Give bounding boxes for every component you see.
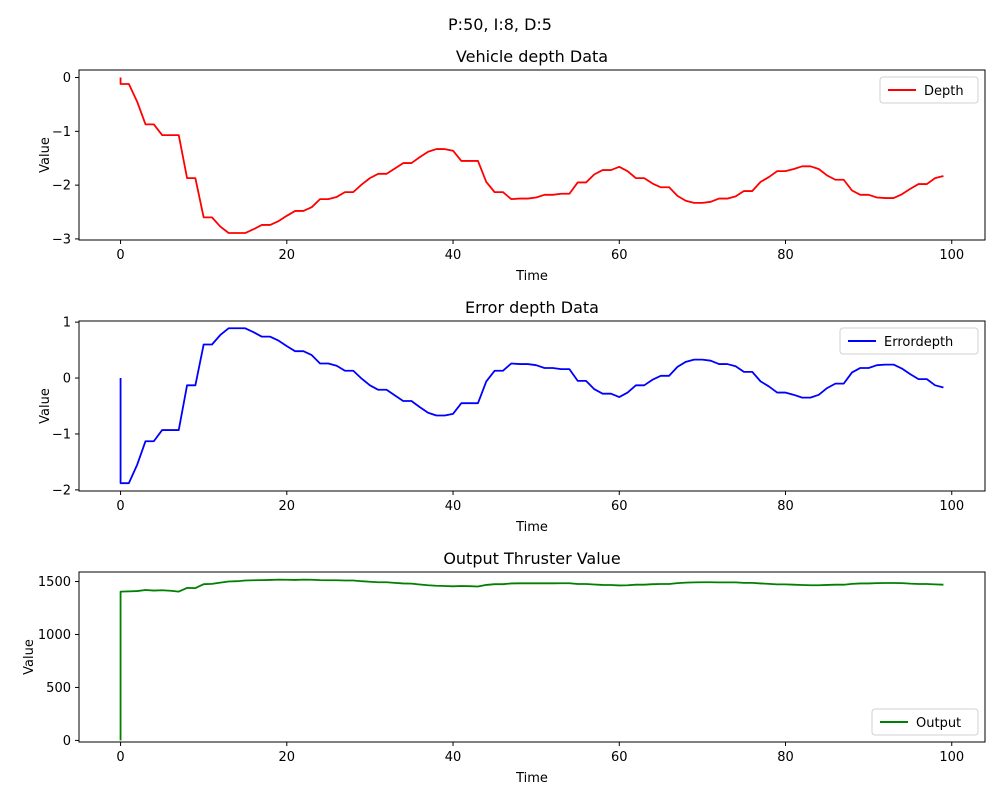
y-axis-label: Value	[38, 137, 53, 173]
chart-1: Vehicle depth Data 0 20 40 60 80 100 0 −1 −2 −3 Tim…	[38, 47, 986, 284]
x-tick-label: 40	[445, 750, 462, 765]
y-axis-label: Value	[38, 388, 53, 424]
x-axis-label: Time	[515, 520, 548, 535]
x-tick-label: 0	[116, 248, 124, 263]
y-tick-label: 1500	[38, 575, 71, 590]
x-tick-label: 60	[611, 750, 628, 765]
legend-label: Depth	[924, 84, 964, 99]
chart-title: Error depth Data	[465, 298, 599, 317]
y-tick-label: 0	[63, 71, 71, 86]
legend-box	[879, 76, 979, 104]
y-tick-label: 0	[63, 734, 71, 749]
legend: Errordepth	[839, 327, 979, 355]
x-tick-label: 80	[777, 499, 794, 514]
plot-frame	[78, 69, 986, 241]
x-tick-label: 100	[939, 248, 964, 263]
series-line-errordepth	[119, 327, 944, 485]
y-tick-label: 0	[63, 372, 71, 387]
x-tick-label: 20	[279, 750, 296, 765]
x-tick-label: 20	[279, 499, 296, 514]
legend-label: Errordepth	[884, 335, 953, 350]
y-tick-label: −2	[52, 483, 71, 498]
series-line-output	[119, 578, 944, 741]
plot-frame	[78, 320, 986, 492]
x-tick-label: 40	[445, 499, 462, 514]
y-tick-label: −2	[52, 179, 71, 194]
x-tick-label: 80	[777, 248, 794, 263]
chart-title: Output Thruster Value	[443, 549, 620, 568]
chart-2: Error depth Data 0 20 40 60 80 100 1 0 −1 −2 Time Va…	[38, 298, 986, 535]
y-tick-label: 1	[63, 316, 71, 331]
figure-suptitle: P:50, I:8, D:5	[448, 15, 552, 34]
chart-title: Vehicle depth Data	[456, 47, 608, 66]
legend: Depth	[879, 76, 979, 104]
legend-box	[871, 708, 979, 736]
x-tick-label: 60	[611, 499, 628, 514]
x-tick-label: 20	[279, 248, 296, 263]
legend-box	[839, 327, 979, 355]
x-axis-label: Time	[515, 771, 548, 786]
x-tick-label: 80	[777, 750, 794, 765]
legend: Output	[871, 708, 979, 736]
x-tick-label: 0	[116, 499, 124, 514]
y-tick-label: 500	[46, 681, 71, 696]
x-tick-label: 100	[939, 499, 964, 514]
y-tick-label: −1	[52, 427, 71, 442]
y-tick-label: −3	[52, 232, 71, 247]
x-tick-label: 40	[445, 248, 462, 263]
x-axis-label: Time	[515, 269, 548, 284]
legend-label: Output	[916, 716, 961, 731]
series-line-depth	[119, 77, 944, 234]
plot-frame	[78, 571, 986, 743]
x-tick-label: 60	[611, 248, 628, 263]
y-tick-label: 1000	[38, 628, 71, 643]
y-tick-label: −1	[52, 125, 71, 140]
chart-3: Output Thruster Value 0 20 40 60 80 100 1500 100…	[22, 549, 986, 786]
x-tick-label: 0	[116, 750, 124, 765]
y-axis-label: Value	[22, 639, 37, 675]
x-tick-label: 100	[939, 750, 964, 765]
